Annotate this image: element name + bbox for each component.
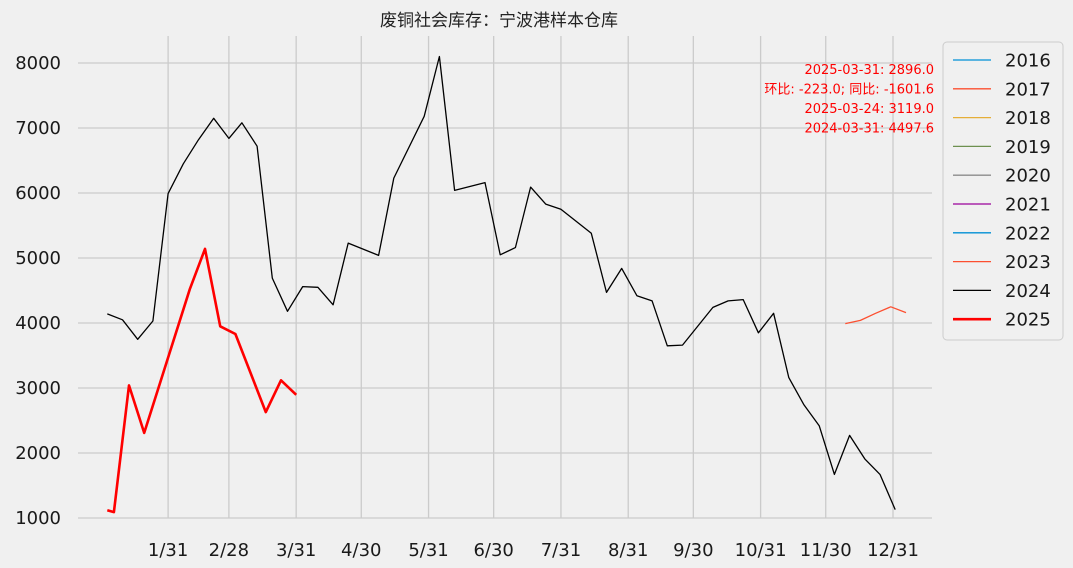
y-tick-label: 8000 [15,53,61,74]
x-tick-label: 9/30 [673,540,713,561]
x-tick-label: 8/31 [608,540,648,561]
legend-label-2016: 2016 [1005,51,1051,72]
legend-label-2018: 2018 [1005,108,1051,129]
y-tick-label: 6000 [15,183,61,204]
x-axis-ticks: 1/31 2/28 3/31 4/30 5/31 6/30 7/31 8/31 9/30 10/3… [148,540,919,561]
annotation-line: 2025-03-31: 2896.0 [804,63,934,78]
legend-label-2022: 2022 [1005,223,1051,244]
y-tick-label: 3000 [15,378,61,399]
x-tick-label: 5/31 [408,540,448,561]
legend-label-2021: 2021 [1005,195,1051,216]
series-line-2023 [845,306,907,325]
y-axis-ticks: 1000 2000 3000 4000 5000 6000 7000 8000 [15,53,61,529]
legend-label-2023: 2023 [1005,252,1051,273]
y-tick-label: 7000 [15,118,61,139]
x-tick-label: 6/30 [473,540,513,561]
y-tick-label: 4000 [15,313,61,334]
legend-label-2024: 2024 [1005,281,1051,302]
grid [78,36,932,519]
x-tick-label: 10/31 [735,540,787,561]
series-line-2024 [107,55,896,510]
annotation-block: 2025-03-31: 2896.0 环比: -223.0; 同比: -1601.… [764,63,934,137]
legend-label-2020: 2020 [1005,166,1051,187]
series-line-2025 [106,247,298,514]
x-tick-label: 4/30 [341,540,381,561]
legend-label-2019: 2019 [1005,137,1051,158]
x-tick-label: 3/31 [276,540,316,561]
series-lines [106,55,907,514]
y-tick-label: 5000 [15,248,61,269]
annotation-line: 2024-03-31: 4497.6 [804,122,934,137]
chart-title: 废铜社会库存：宁波港样本仓库 [380,11,618,31]
legend-label-2017: 2017 [1005,79,1051,100]
x-tick-label: 1/31 [148,540,188,561]
annotation-line: 2025-03-24: 3119.0 [804,102,934,117]
x-tick-label: 11/30 [800,540,852,561]
x-tick-label: 12/31 [867,540,919,561]
legend-frame [942,41,1064,341]
x-tick-label: 7/31 [541,540,581,561]
x-tick-label: 2/28 [209,540,249,561]
annotation-line: 环比: -223.0; 同比: -1601.6 [764,83,934,98]
y-tick-label: 1000 [15,508,61,529]
legend: 2016 2017 2018 2019 2020 2021 2022 2023 2024 2025 [942,41,1064,341]
y-tick-label: 2000 [15,443,61,464]
legend-label-2025: 2025 [1005,310,1051,331]
